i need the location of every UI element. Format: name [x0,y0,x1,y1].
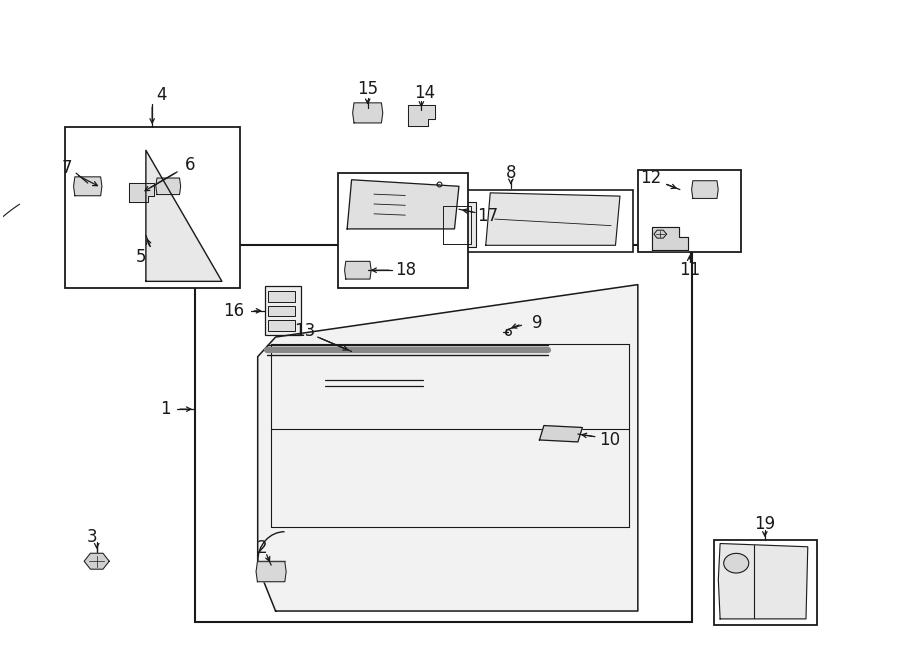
Ellipse shape [724,553,749,573]
Bar [714,540,816,625]
Bar [338,173,468,288]
Text: 10: 10 [598,431,620,449]
Bar [265,286,301,335]
Polygon shape [353,103,382,123]
Polygon shape [256,562,286,582]
Bar [638,170,741,252]
Polygon shape [539,426,582,442]
Text: 1: 1 [160,400,171,418]
Bar [438,202,476,247]
Polygon shape [156,178,181,194]
Polygon shape [408,106,435,126]
Text: 17: 17 [477,207,498,225]
Text: 9: 9 [533,313,543,332]
Polygon shape [146,150,222,282]
Polygon shape [347,180,459,229]
Bar [418,194,445,218]
Text: 16: 16 [223,302,244,320]
Text: 19: 19 [754,515,776,533]
Bar [416,191,447,220]
Bar [66,128,239,288]
Bar [268,305,295,316]
Text: 11: 11 [680,261,700,279]
Text: 5: 5 [136,248,147,266]
Polygon shape [85,553,109,569]
Text: 7: 7 [62,159,72,177]
Text: 14: 14 [414,84,436,102]
Text: 15: 15 [357,80,378,98]
Text: 12: 12 [640,169,661,188]
Polygon shape [345,261,371,279]
Polygon shape [652,227,688,250]
Text: 8: 8 [506,164,516,182]
Bar [428,190,634,252]
Text: 3: 3 [87,528,97,546]
Text: 13: 13 [294,321,316,340]
Polygon shape [718,543,808,619]
Text: 2: 2 [256,539,267,557]
Text: 18: 18 [395,261,416,279]
Polygon shape [654,230,667,238]
Bar [759,559,804,617]
Text: 4: 4 [157,85,167,104]
Polygon shape [257,285,638,611]
Text: 6: 6 [185,157,196,175]
Bar [268,320,295,330]
Bar [195,245,691,622]
Polygon shape [443,206,472,244]
Bar [268,292,295,301]
Polygon shape [74,177,102,196]
Polygon shape [691,180,718,198]
Polygon shape [486,193,620,245]
Polygon shape [129,183,154,202]
